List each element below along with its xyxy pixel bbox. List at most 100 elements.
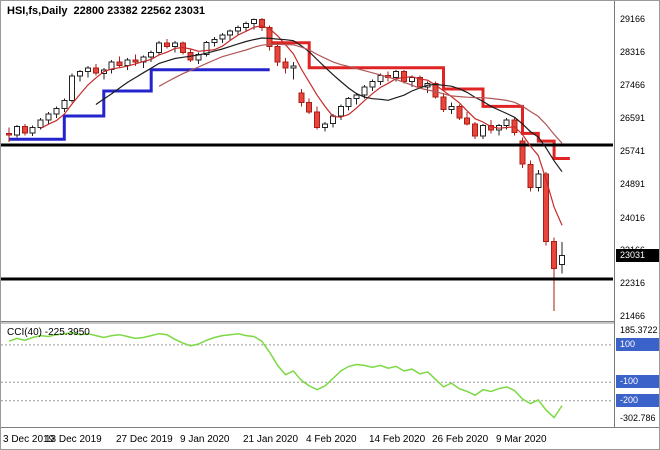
candle-body [322,123,328,129]
candle-body [472,123,479,137]
time-axis-label: 4 Feb 2020 [306,434,357,445]
candle-body [6,132,12,136]
pane-resize-separator[interactable] [1,321,659,324]
candle-body [290,65,297,69]
candle-body [535,173,542,188]
candle-body [337,105,344,117]
candle-body [432,82,439,98]
candle-body [69,75,76,102]
candle-body [92,67,99,74]
candle-body [416,77,423,88]
candle-body [45,113,52,121]
moving-average-line [95,37,563,173]
price-axis-label: 25741 [620,146,646,156]
time-axis-label: 13 Dec 2019 [45,434,102,445]
time-axis-label: 3 Dec 2019 [3,434,55,445]
main-chart-canvas[interactable] [1,1,614,321]
trend-step-line [9,68,270,141]
candle-body [258,19,265,28]
candle-body [266,26,273,48]
candle-body [282,61,289,69]
time-axis-label: 27 Dec 2019 [116,434,173,445]
cci-level-badge: 100 [616,338,659,351]
candle-body [37,119,44,129]
candle-body [227,30,234,36]
cci-level-badge: -200 [616,394,659,407]
candle-body [85,67,91,73]
candle-body [377,75,384,82]
symbol-timeframe-label: HSI,fs,Daily [7,5,68,17]
cci-chart-canvas[interactable] [1,324,614,427]
candle-body [13,126,20,136]
candle-body [361,86,368,96]
cci-indicator-label: CCI(40) -225.3950 [7,327,90,338]
time-axis-label: 14 Feb 2020 [369,434,426,445]
candle-body [211,38,218,43]
candle-body [503,119,510,127]
candle-body [116,61,123,66]
candle-body [345,98,352,107]
cci-indicator-pane[interactable]: CCI(40) -225.3950 [1,324,614,427]
candle-body [148,51,155,58]
moving-average-line [158,43,563,144]
candle-body [156,42,163,53]
candle-body [124,59,131,66]
candle-body [132,59,139,63]
candle-body [250,19,257,25]
time-axis-label: 9 Jan 2020 [180,434,230,445]
candle-body [353,94,360,100]
candle-body [77,71,84,77]
current-price-badge: 23031 [616,249,659,262]
price-axis-label: 29166 [620,14,646,24]
candle-body [203,41,210,55]
candle-body [171,42,178,48]
candle-body [487,125,494,131]
candle-body [61,100,68,109]
time-axis-label: 26 Feb 2020 [432,434,489,445]
candle-body [243,23,249,28]
trend-step-line [269,41,570,160]
cci-axis-max-label: 185.3722 [620,325,658,335]
candle-body [551,240,558,269]
candle-body [219,34,226,40]
ohlc-readout: 22800 23382 22562 23031 [73,5,206,17]
candle-body [527,163,534,188]
time-axis-label: 9 Mar 2020 [496,434,547,445]
main-price-pane[interactable]: HSI,fs,Daily 22800 23382 22562 23031 [1,1,614,321]
price-axis-label: 24016 [620,213,646,223]
price-axis-label: 28316 [620,47,646,57]
candle-body [408,77,415,82]
candle-body [369,80,376,88]
candle-body [274,46,281,63]
candle-body [21,126,28,134]
price-axis-label: 27466 [620,80,646,90]
candle-body [519,140,526,165]
candle-body [440,96,447,111]
candle-body [543,173,550,242]
candle-body [164,42,170,48]
chart-title: HSI,fs,Daily 22800 23382 22562 23031 [7,5,205,17]
candle-body [298,92,305,104]
candle-body [306,102,313,113]
price-axis-label: 26591 [620,113,646,123]
cci-line [8,332,563,419]
price-axis-label: 24891 [620,179,646,189]
candle-body [29,127,36,134]
price-axis-label: 22316 [620,278,646,288]
candle-body [314,111,321,129]
cci-level-badge: -100 [616,375,659,388]
candle-body [448,105,455,111]
price-axis[interactable]: 2916628316274662659125741248912401623166… [614,1,659,427]
candle-body [480,125,486,137]
moving-average-line [40,25,563,226]
time-axis[interactable]: 3 Dec 2019 13 Dec 2019 27 Dec 2019 9 Jan 20… [1,427,659,449]
cci-axis-min-label: -302.786 [620,413,656,423]
candle-body [456,105,463,119]
time-axis-label: 21 Jan 2020 [243,434,299,445]
price-axis-label: 21466 [620,311,646,321]
candle-body [53,107,60,115]
candle-body [464,117,471,125]
candle-body [559,255,565,266]
candle-body [393,71,400,78]
